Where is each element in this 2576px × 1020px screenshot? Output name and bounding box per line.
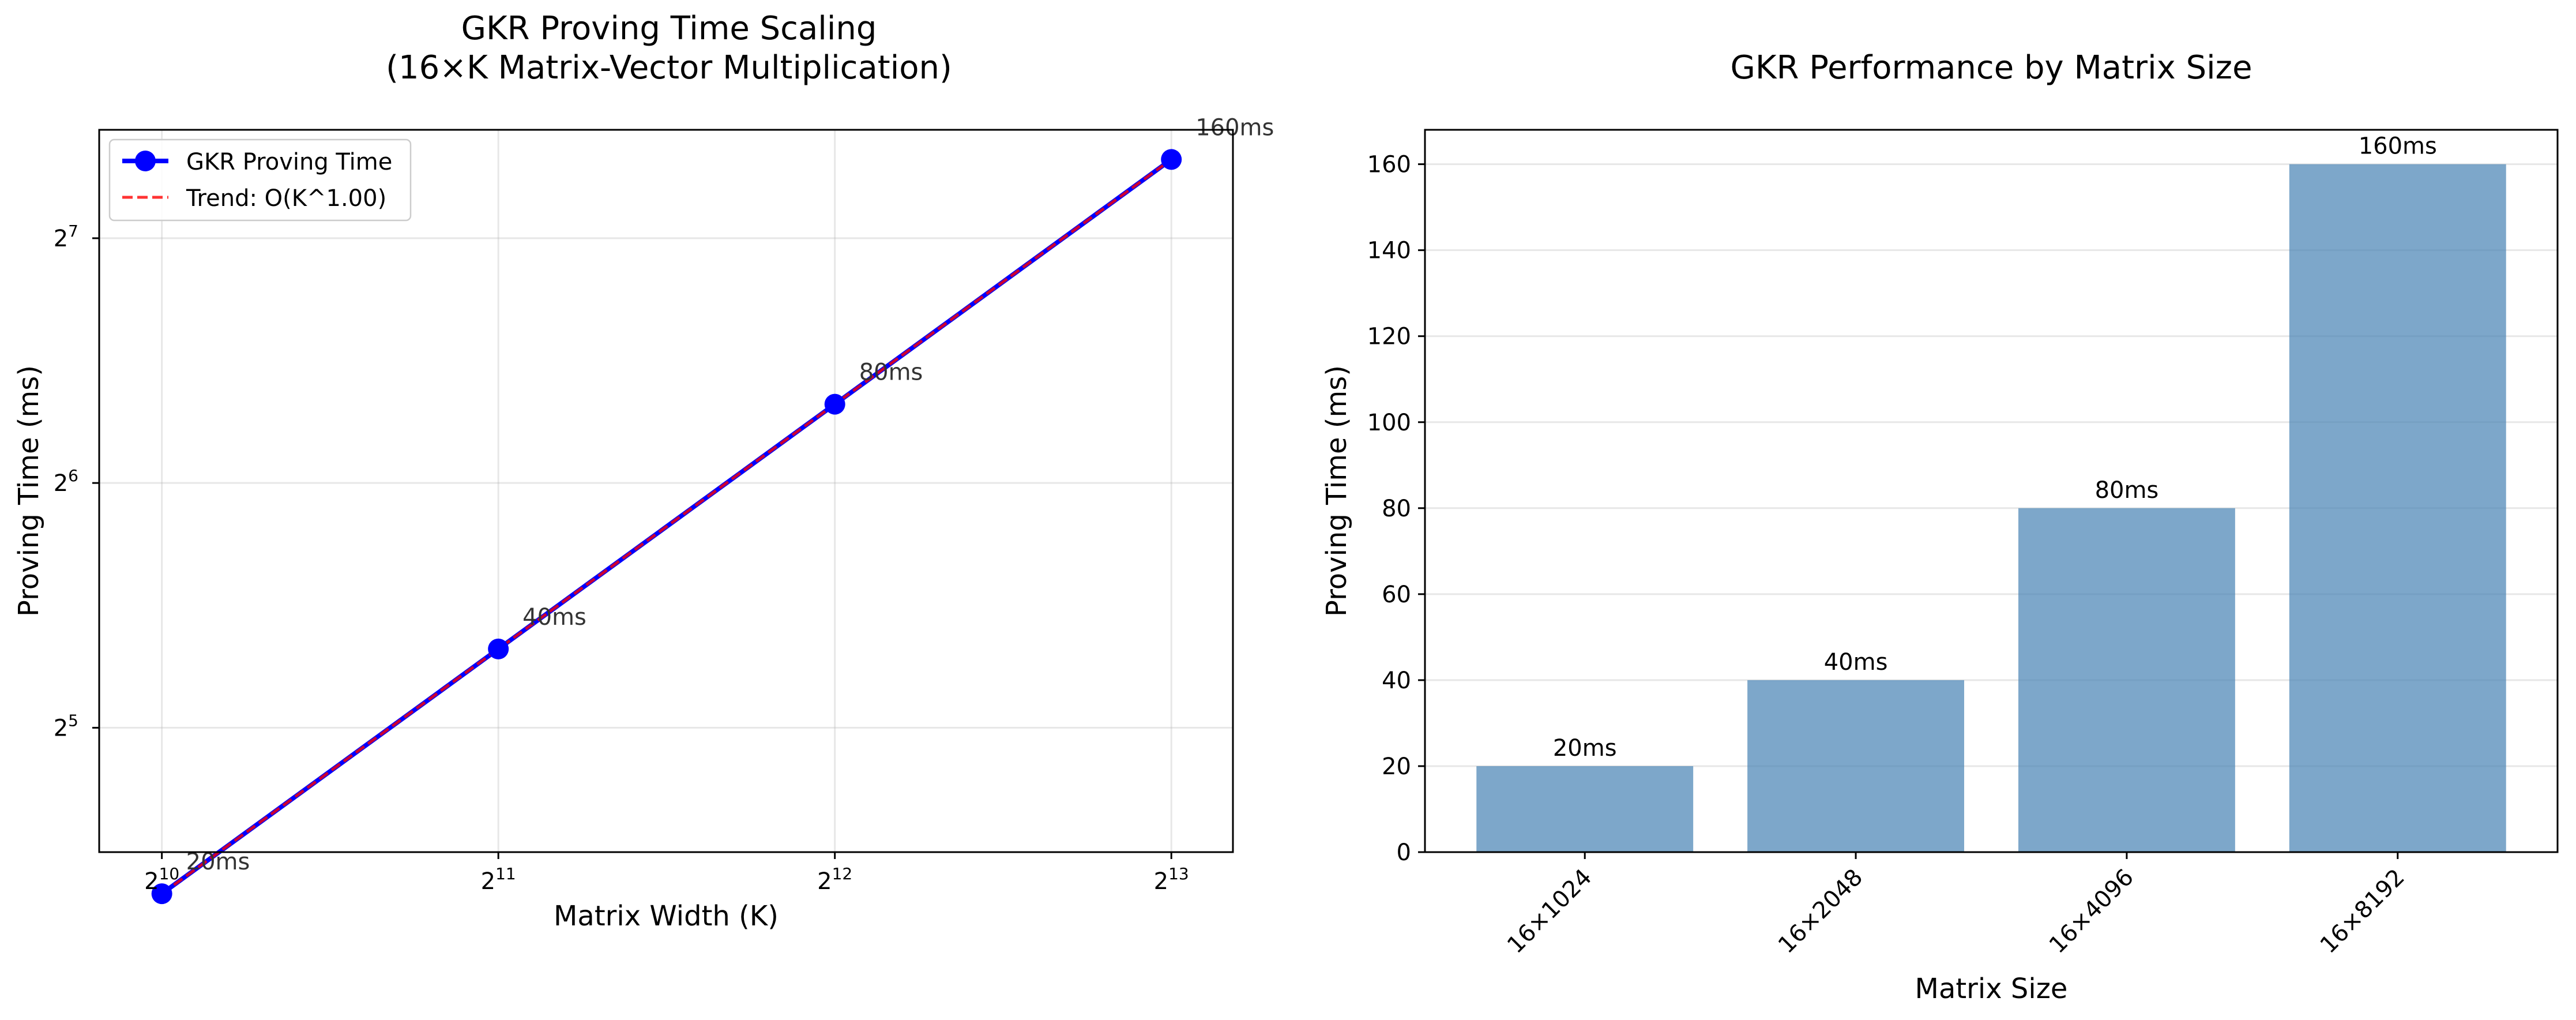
- bar-labels: 20ms 40ms 80ms 160ms: [1553, 133, 2437, 762]
- x-tick-label: 213: [1154, 864, 1189, 895]
- legend-box: [108, 138, 412, 222]
- y-tick-label: 20: [1382, 753, 1411, 780]
- data-point: [151, 883, 172, 905]
- point-label: 80ms: [859, 359, 923, 386]
- scaling-line-chart: GKR Proving Time Scaling (16×K Matrix-Ve…: [13, 10, 1274, 932]
- point-label: 160ms: [1195, 114, 1274, 141]
- x-tick-label: 210: [144, 864, 179, 895]
- bar-value-label: 80ms: [2095, 477, 2159, 504]
- legend-label-trend: Trend: O(K^1.00): [186, 185, 386, 212]
- x-tick-label: 16×1024: [1502, 864, 1597, 959]
- series-markers: [151, 149, 1182, 905]
- y-tick-label: 26: [54, 466, 78, 497]
- bar-value-label: 160ms: [2359, 133, 2437, 160]
- bar: [2018, 508, 2235, 852]
- performance-bar-chart: GKR Performance by Matrix Size 20ms 40ms 8…: [1321, 49, 2559, 1005]
- y-tick-label: 160: [1367, 152, 1411, 178]
- y-tick-label: 80: [1382, 496, 1411, 522]
- chart-title-line-2: (16×K Matrix-Vector Multiplication): [386, 49, 952, 87]
- bar: [1747, 680, 1965, 852]
- data-point: [824, 393, 845, 415]
- plot-area-frame: [98, 129, 1234, 853]
- legend-swatch-marker: [135, 151, 156, 171]
- data-point: [488, 638, 509, 659]
- x-tick-label: 16×4096: [2044, 864, 2139, 959]
- legend-entry-trend: Trend: O(K^1.00): [122, 185, 386, 212]
- point-label: 20ms: [186, 849, 250, 875]
- x-tick-label: 212: [817, 864, 852, 895]
- legend-entry-proving-time: GKR Proving Time: [122, 149, 392, 175]
- x-tick-label: 211: [481, 864, 516, 895]
- x-tick-label: 16×8192: [2315, 864, 2410, 959]
- bar-value-label: 20ms: [1553, 735, 1617, 762]
- x-axis-label: Matrix Width (K): [554, 900, 779, 932]
- y-tick-label: 40: [1382, 667, 1411, 694]
- point-label: 40ms: [522, 604, 586, 631]
- bar-value-label: 40ms: [1824, 649, 1888, 676]
- data-point: [1161, 149, 1182, 170]
- y-tick-label: 60: [1382, 582, 1411, 608]
- y-tick-label: 100: [1367, 410, 1411, 436]
- x-ticks: 16×1024 16×2048 16×4096 16×8192: [1502, 852, 2410, 959]
- y-ticks: 0 20 40 60 80 100 120 140 160: [1367, 152, 1425, 866]
- y-axis-label: Proving Time (ms): [13, 365, 45, 617]
- legend-label-proving-time: GKR Proving Time: [186, 149, 392, 175]
- y-tick-label: 140: [1367, 238, 1411, 264]
- grid: [99, 130, 1233, 852]
- x-axis-label: Matrix Size: [1915, 973, 2068, 1005]
- chart-title-line-1: GKR Proving Time Scaling: [461, 10, 877, 47]
- x-tick-label: 16×2048: [1773, 864, 1868, 959]
- bars: [1476, 164, 2506, 853]
- bar: [1476, 766, 1694, 852]
- bar: [2289, 164, 2506, 853]
- y-tick-label: 27: [54, 222, 78, 252]
- x-ticks: 210 211 212 213: [144, 852, 1189, 895]
- legend: GKR Proving Time Trend: O(K^1.00): [108, 138, 412, 222]
- y-tick-label: 25: [54, 711, 78, 741]
- bar-chart-title: GKR Performance by Matrix Size: [1730, 49, 2252, 87]
- plot-area-frame: [1424, 129, 2559, 853]
- series-line-trend: [161, 158, 1172, 895]
- y-axis-label: Proving Time (ms): [1321, 365, 1353, 617]
- series-lines: [160, 158, 1173, 896]
- y-ticks: 25 26 27: [54, 222, 99, 741]
- point-labels: 20ms 40ms 80ms 160ms: [186, 114, 1274, 875]
- y-tick-label: 120: [1367, 324, 1411, 350]
- y-tick-label: 0: [1397, 839, 1411, 866]
